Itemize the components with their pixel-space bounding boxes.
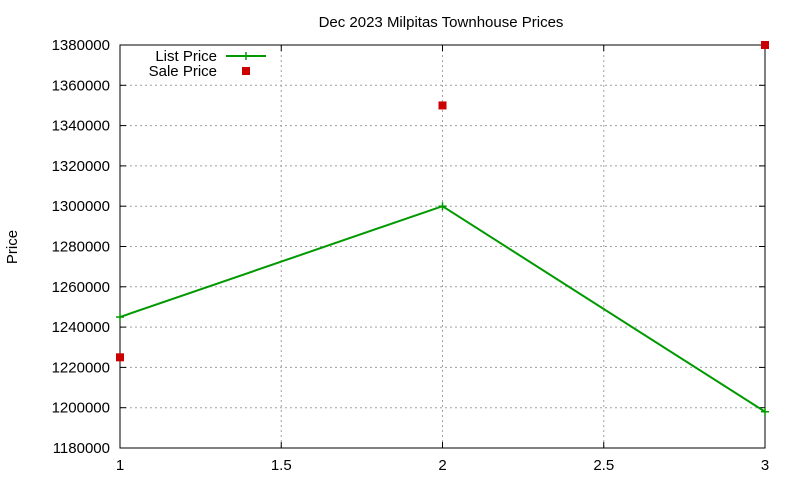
- y-tick-label: 1380000: [52, 37, 110, 54]
- list-price-point: [438, 202, 447, 211]
- sale-price-point: [761, 41, 769, 49]
- y-tick-label: 1180000: [53, 440, 110, 457]
- series-layer: [116, 41, 769, 416]
- y-tick-label: 1360000: [52, 77, 110, 94]
- axis-ticks: 1180000 1200000 1220000 1240000 1260000 12800…: [52, 37, 770, 474]
- sale-price-point: [438, 101, 447, 110]
- legend-swatch-marker: [242, 67, 250, 75]
- x-tick-label: 1.5: [271, 457, 292, 474]
- legend-label: List Price: [155, 48, 217, 65]
- x-tick-label: 1: [116, 457, 124, 474]
- x-tick-label: 2: [438, 457, 446, 474]
- grid-lines: [120, 45, 765, 448]
- y-tick-label: 1260000: [52, 279, 110, 296]
- y-tick-label: 1220000: [52, 359, 110, 376]
- list-price-point: [116, 313, 124, 322]
- legend-swatch-marker: [242, 52, 250, 60]
- x-tick-label: 2.5: [593, 457, 614, 474]
- y-tick-label: 1340000: [52, 118, 110, 135]
- y-tick-label: 1320000: [52, 158, 110, 175]
- list-price-point: [761, 407, 769, 416]
- chart-title: Dec 2023 Milpitas Townhouse Prices: [319, 14, 564, 31]
- x-tick-label: 3: [761, 457, 769, 474]
- y-tick-label: 1300000: [52, 198, 110, 215]
- y-tick-label: 1280000: [52, 239, 110, 256]
- sale-price-point: [116, 353, 124, 362]
- y-tick-label: 1240000: [52, 319, 110, 336]
- y-tick-label: 1200000: [52, 400, 110, 417]
- legend-label: Sale Price: [149, 63, 217, 80]
- y-axis-label: Price: [4, 230, 21, 264]
